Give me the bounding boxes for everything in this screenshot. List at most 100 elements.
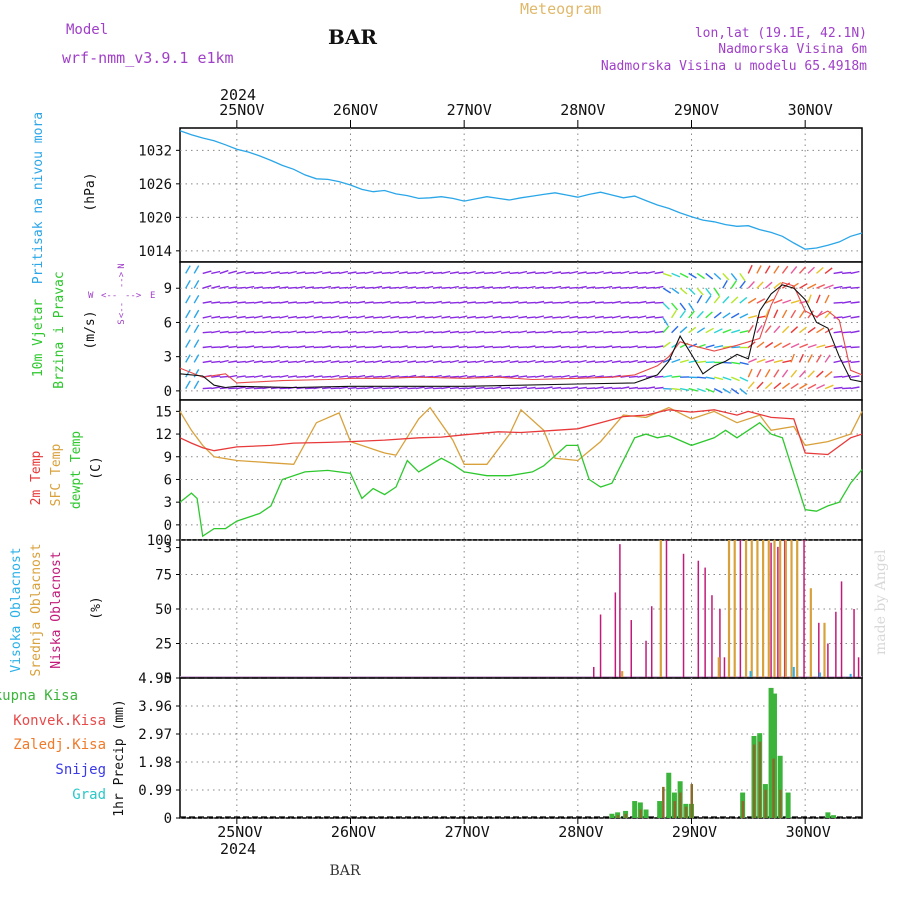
wind-arrow — [603, 330, 613, 334]
wind-arrow — [330, 331, 340, 334]
wind-arrow — [798, 266, 807, 274]
meteogram-title: Meteogram — [520, 0, 601, 18]
wind-arrow — [552, 330, 562, 334]
wind-arrow — [586, 345, 596, 349]
wind-arrow — [313, 301, 323, 304]
wind-arrow — [296, 316, 306, 319]
wind-arrow — [185, 280, 191, 289]
wind-arrow — [321, 345, 332, 349]
wind-arrow — [432, 360, 442, 364]
wind-arrow — [526, 359, 536, 364]
wind-arrow — [594, 301, 604, 304]
wind-arrow — [304, 387, 315, 390]
wind-arrow — [475, 375, 485, 378]
panel-temperature: 15 12 9 6 3 0 -3 — [155, 399, 863, 557]
y-tick-label: 75 — [155, 568, 172, 584]
wind-arrow — [790, 383, 799, 390]
wind-arrow — [236, 346, 246, 349]
wind-arrow — [424, 285, 434, 289]
wind-arrow — [322, 386, 332, 390]
precip-conv-bar — [779, 789, 782, 818]
wind-arrow — [739, 361, 749, 366]
wind-arrow — [603, 271, 613, 275]
wind-arrow — [543, 270, 553, 275]
wind-arrow — [705, 327, 714, 334]
wind-arrow — [594, 330, 604, 334]
wind-arrow — [304, 286, 314, 289]
wind-arrow — [483, 315, 494, 319]
wind-arrow — [219, 301, 229, 304]
wind-arrow — [245, 316, 255, 319]
wind-arrow — [841, 300, 852, 304]
wind-arrow — [569, 346, 579, 349]
wind-arrow — [466, 386, 477, 390]
wind-arrow — [466, 330, 476, 334]
wind-arrow — [407, 315, 417, 319]
wind-arrow — [688, 287, 696, 295]
wind-arrow — [782, 342, 791, 349]
precip-legend: Ukupna Kisa Konvek.Kisa Zaledj.Kisa Snij… — [0, 688, 106, 803]
wind-arrow — [569, 270, 579, 275]
wind-arrow — [586, 315, 596, 319]
wind-arrow — [586, 374, 596, 378]
wind-arrow — [398, 271, 408, 275]
wind-arrow — [782, 359, 792, 364]
wind-arrow — [373, 301, 383, 304]
wind-arrow — [773, 369, 780, 378]
wind-arrow — [764, 265, 771, 274]
wind-arrow — [671, 287, 680, 295]
wind-arrow — [466, 286, 477, 289]
wind-arrow — [594, 360, 604, 364]
wind-arrow — [603, 285, 613, 289]
y-tick-label: 100 — [147, 533, 172, 549]
wind-arrow — [543, 386, 553, 390]
wind-arrow — [526, 301, 536, 304]
wind-arrow — [492, 301, 502, 304]
wind-arrow — [339, 360, 349, 364]
wind-arrow — [381, 345, 391, 349]
y-tick-label: 6 — [164, 315, 172, 331]
wind-arrow — [781, 265, 789, 274]
wind-arrow — [552, 285, 562, 289]
wind-arrow — [492, 270, 502, 275]
wind-arrow — [773, 265, 780, 274]
wind-arrow — [407, 360, 417, 364]
wind-arrow — [287, 330, 297, 334]
wind-arrow — [193, 339, 200, 348]
wind-arrow — [611, 300, 621, 304]
wind-arrow — [424, 301, 434, 304]
wind-arrow — [338, 270, 349, 275]
compass-n: N — [117, 263, 127, 268]
wind-arrow — [764, 309, 770, 319]
wind-arrow — [390, 286, 400, 289]
wind-arrow — [535, 300, 545, 304]
wind-arrow — [466, 375, 477, 378]
wind-arrow — [219, 316, 229, 319]
wind-arrow — [193, 324, 200, 334]
wind-arrow — [594, 346, 604, 349]
wind-arrow — [304, 271, 315, 275]
wind-arrow — [287, 360, 297, 364]
legend-graupel: Grad — [72, 787, 106, 803]
wind-arrow — [603, 386, 613, 390]
wind-arrow — [236, 270, 246, 275]
wind-arrow — [500, 271, 511, 275]
wind-arrow — [253, 387, 263, 390]
wind-arrow — [560, 300, 570, 304]
wind-arrow — [338, 330, 349, 334]
wind-arrow — [390, 270, 400, 275]
wind-arrow — [807, 370, 815, 378]
wind-arrow — [228, 300, 238, 304]
wind-arrow — [764, 281, 773, 289]
precip-conv-bar — [624, 813, 628, 818]
wind-arrow — [211, 315, 221, 319]
wind-arrow — [202, 360, 212, 364]
wind-arrow — [270, 316, 280, 319]
wind-arrow — [713, 287, 720, 297]
wind-arrow — [747, 264, 753, 274]
wind-arrow — [696, 272, 706, 280]
wind-arrow — [475, 386, 485, 390]
wind-arrow — [552, 301, 562, 304]
wind-arrow — [398, 375, 408, 378]
